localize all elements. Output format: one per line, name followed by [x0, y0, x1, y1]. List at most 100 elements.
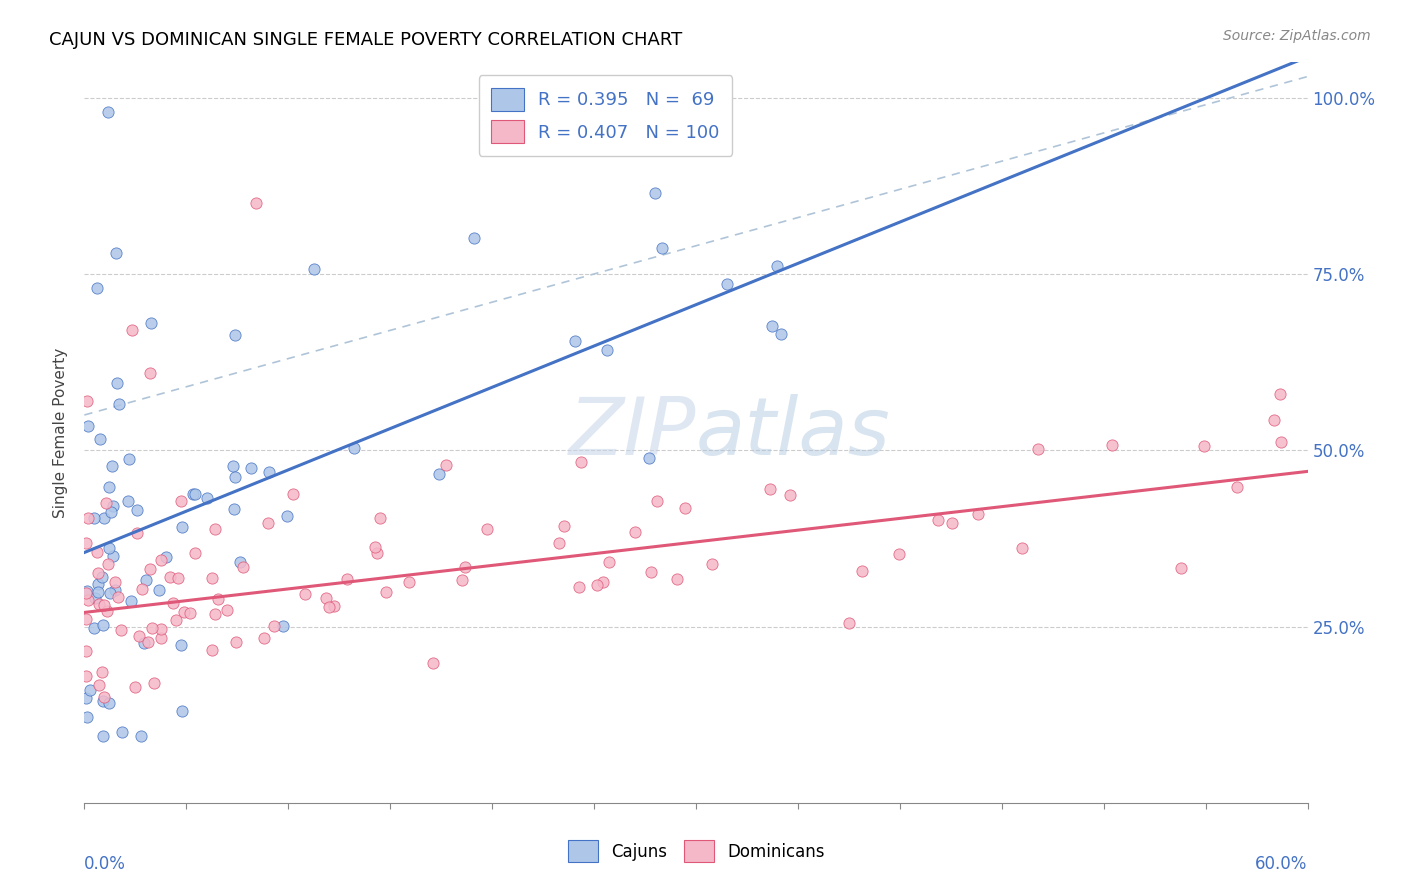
Point: [276, 509, 298, 524]
Point: [256, 516, 278, 530]
Point: [76, 393, 98, 408]
Point: [170, 638, 193, 652]
Point: [87, 566, 110, 581]
Point: [93, 511, 115, 525]
Point: [128, 629, 150, 643]
Point: [139, 562, 162, 576]
Point: [1170, 561, 1192, 575]
Point: [294, 587, 316, 601]
Point: [101, 458, 124, 473]
Point: [451, 573, 474, 587]
Point: [135, 573, 157, 587]
Point: [104, 575, 127, 590]
Point: [76, 583, 98, 598]
Point: [75, 536, 97, 550]
Legend: Cajuns, Dominicans: Cajuns, Dominicans: [561, 834, 831, 869]
Point: [75, 644, 97, 658]
Point: [644, 186, 666, 200]
Point: [887, 547, 910, 561]
Point: [207, 592, 229, 607]
Text: 0.0%: 0.0%: [84, 855, 127, 872]
Point: [398, 575, 420, 590]
Point: [86, 281, 108, 295]
Point: [77, 511, 100, 525]
Point: [98, 586, 121, 600]
Point: [761, 318, 783, 333]
Point: [271, 619, 294, 633]
Point: [75, 691, 97, 706]
Point: [86, 545, 108, 559]
Point: [97, 104, 120, 119]
Point: [162, 596, 184, 610]
Point: [240, 461, 263, 475]
Point: [97, 541, 120, 555]
Text: ZIP: ZIP: [568, 393, 696, 472]
Point: [104, 245, 127, 260]
Point: [370, 511, 392, 525]
Point: [86, 584, 108, 599]
Point: [75, 612, 97, 626]
Point: [548, 535, 571, 549]
Point: [1226, 479, 1249, 493]
Point: [91, 617, 114, 632]
Point: [93, 693, 115, 707]
Point: [91, 729, 114, 743]
Point: [215, 603, 238, 617]
Point: [183, 487, 205, 501]
Point: [165, 613, 187, 627]
Point: [129, 729, 152, 743]
Point: [98, 696, 121, 710]
Point: [596, 343, 619, 357]
Point: [150, 622, 173, 636]
Point: [76, 418, 98, 433]
Point: [172, 519, 194, 533]
Point: [89, 597, 111, 611]
Point: [434, 458, 457, 472]
Point: [91, 570, 114, 584]
Point: [155, 549, 177, 564]
Point: [75, 585, 97, 599]
Point: [103, 582, 125, 597]
Text: atlas: atlas: [696, 393, 891, 472]
Point: [463, 231, 485, 245]
Point: [1026, 442, 1049, 457]
Point: [553, 519, 575, 533]
Point: [93, 690, 115, 704]
Point: [79, 683, 101, 698]
Point: [100, 505, 122, 519]
Point: [475, 522, 498, 536]
Point: [167, 571, 190, 585]
Point: [651, 241, 673, 255]
Point: [343, 441, 366, 455]
Point: [136, 635, 159, 649]
Point: [222, 502, 245, 516]
Point: [76, 710, 98, 724]
Point: [665, 572, 688, 586]
Point: [201, 642, 224, 657]
Point: [966, 507, 988, 521]
Point: [224, 470, 246, 484]
Point: [454, 559, 477, 574]
Point: [259, 465, 281, 479]
Point: [117, 494, 139, 508]
Point: [1101, 438, 1123, 452]
Point: [170, 493, 193, 508]
Point: [173, 605, 195, 619]
Point: [121, 323, 143, 337]
Point: [766, 259, 789, 273]
Point: [422, 656, 444, 670]
Point: [139, 316, 162, 330]
Point: [97, 558, 120, 572]
Point: [91, 665, 114, 680]
Point: [83, 622, 105, 636]
Point: [125, 503, 148, 517]
Y-axis label: Single Female Poverty: Single Female Poverty: [53, 348, 69, 517]
Point: [927, 513, 949, 527]
Point: [586, 578, 609, 592]
Point: [87, 678, 110, 692]
Point: [97, 480, 120, 494]
Point: [640, 566, 662, 580]
Point: [569, 455, 592, 469]
Point: [283, 487, 305, 501]
Point: [201, 571, 224, 585]
